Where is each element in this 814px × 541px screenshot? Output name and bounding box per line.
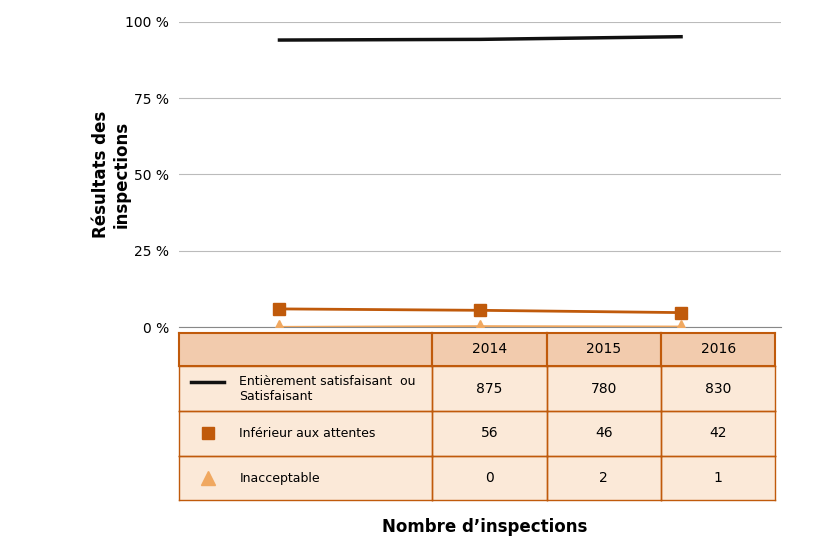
Text: Entièrement satisfaisant  ou
Satisfaisant: Entièrement satisfaisant ou Satisfaisant [239,374,416,403]
Bar [179,411,432,456]
Bar [432,456,546,500]
Bar [432,366,546,411]
Bar [661,366,776,411]
Bar [546,411,661,456]
Y-axis label: Résultats des
inspections: Résultats des inspections [92,111,131,238]
Bar [179,366,432,411]
Bar [661,333,776,366]
Text: 780: 780 [590,381,617,395]
Bar [546,333,661,366]
Text: 2014: 2014 [472,342,507,357]
Bar [179,456,432,500]
Text: 830: 830 [705,381,732,395]
Bar [661,411,776,456]
Bar [432,333,546,366]
Text: 0: 0 [485,471,493,485]
Text: Inférieur aux attentes: Inférieur aux attentes [239,427,376,440]
Text: 56: 56 [480,426,498,440]
Bar [179,333,432,366]
Bar [661,456,776,500]
Text: Nombre d’inspections: Nombre d’inspections [382,518,587,536]
Text: 2015: 2015 [586,342,621,357]
Bar [546,366,661,411]
Text: 2016: 2016 [701,342,736,357]
Text: Inacceptable: Inacceptable [239,472,320,485]
Text: 42: 42 [710,426,727,440]
Text: 875: 875 [476,381,502,395]
Text: 1: 1 [714,471,723,485]
Text: 46: 46 [595,426,613,440]
Bar [432,411,546,456]
Text: 2: 2 [599,471,608,485]
Bar [546,456,661,500]
